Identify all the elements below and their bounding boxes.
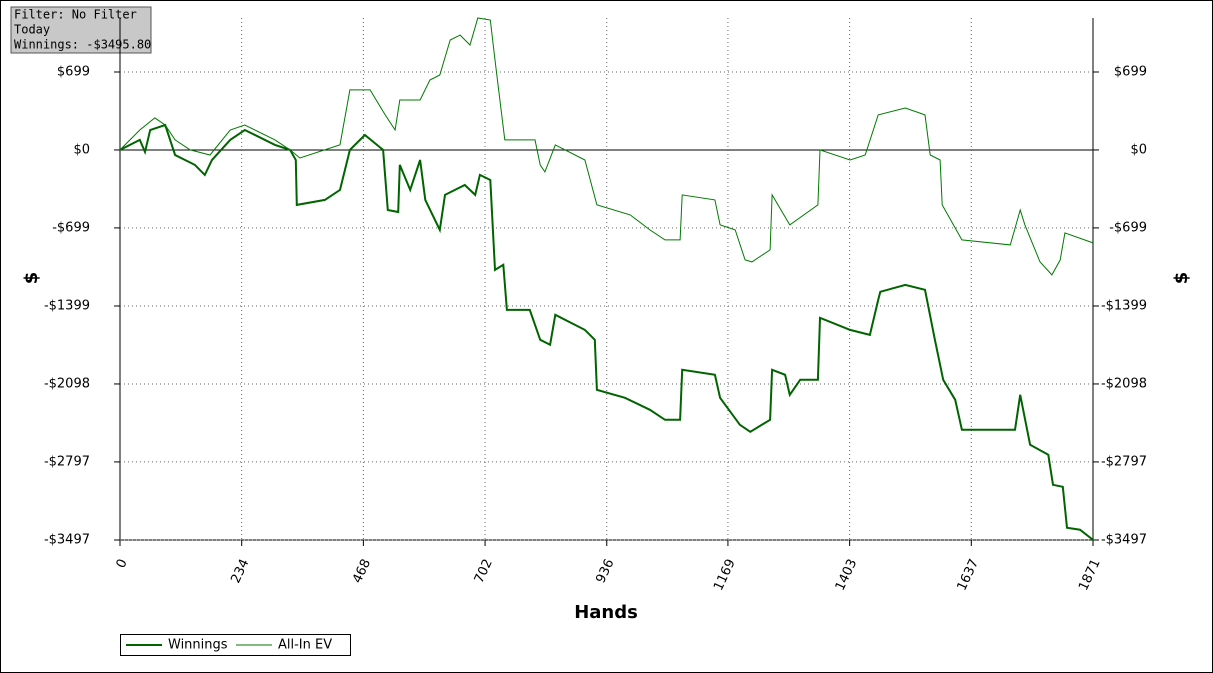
x-axis-label: Hands [574,602,638,623]
y-tick-label: $0 [73,142,90,157]
y-tick-label: -$1399 [44,298,90,313]
y2-axis-label: $ [1171,272,1192,285]
info-text: Winnings: -$3495.80 [14,38,151,52]
y2-tick-label: -$2797 [1101,454,1147,469]
y2-tick-label: -$3497 [1101,533,1147,548]
info-box [10,6,152,54]
y2-tick-label: $0 [1130,142,1147,157]
y-tick-label: $699 [57,64,90,79]
y2-tick-label: -$1399 [1101,298,1147,313]
y-tick-label: -$3497 [44,533,90,548]
series-line [119,123,1094,541]
y2-tick-label: $699 [1114,64,1147,79]
legend-label: All-In EV [278,638,332,653]
legend-label: Winnings [168,638,228,653]
info-text: Today [14,23,50,37]
info-text: Filter: No Filter [14,8,137,22]
y-axis-label: $ [21,272,42,285]
y-tick-label: -$2098 [44,376,90,391]
legend [120,634,351,656]
y-tick-label: -$2797 [44,454,90,469]
series-line [119,17,1094,276]
y2-tick-label: -$699 [1109,220,1147,235]
y2-tick-label: -$2098 [1101,376,1147,391]
y-tick-label: -$699 [52,220,90,235]
